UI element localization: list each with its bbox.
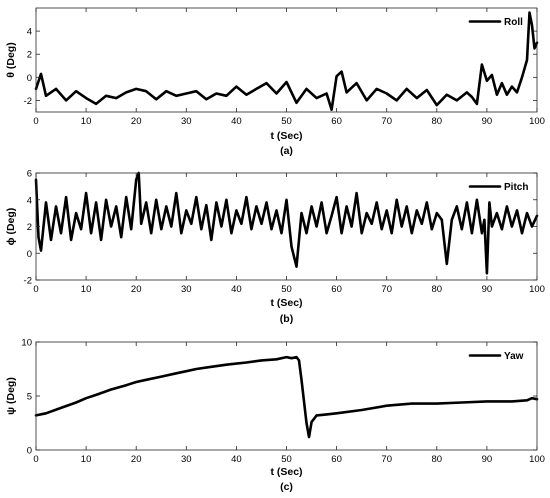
- legend-label-roll: Roll: [504, 17, 523, 28]
- x-tick-label: 0: [33, 284, 38, 295]
- x-tick-label: 40: [231, 454, 242, 465]
- y-tick-label: 2: [27, 222, 32, 233]
- x-tick-label: 60: [331, 454, 342, 465]
- x-tick-label: 50: [281, 454, 292, 465]
- x-tick-label: 30: [181, 284, 192, 295]
- x-axis-title-a: t (Sec): [270, 130, 302, 142]
- x-tick-label: 40: [231, 284, 242, 295]
- y-tick-label: -2: [24, 96, 32, 107]
- y-tick-label: 2: [27, 50, 32, 61]
- y-tick-label: 0: [27, 249, 32, 260]
- caption-b: (b): [280, 313, 293, 325]
- y-tick-label: 6: [27, 169, 32, 180]
- pitch-series-line: [34, 171, 539, 275]
- y-tick-label: 4: [27, 195, 32, 206]
- x-axis-title-b: t (Sec): [270, 297, 302, 309]
- legend-label-yaw: Yaw: [504, 351, 524, 362]
- x-tick-label: 20: [131, 116, 142, 127]
- x-tick-label: 70: [381, 454, 392, 465]
- x-tick-label: 0: [33, 116, 38, 127]
- x-tick-label: 80: [432, 454, 443, 465]
- y-tick-label: -2: [24, 276, 32, 287]
- y-tick-label: 0: [27, 73, 32, 84]
- roll-series-line: [34, 11, 539, 111]
- x-tick-label: 90: [482, 284, 493, 295]
- x-tick-label: 30: [181, 454, 192, 465]
- y-tick-label: 10: [21, 338, 32, 349]
- x-tick-label: 20: [131, 284, 142, 295]
- x-tick-label: 10: [81, 284, 92, 295]
- caption-c: (c): [280, 481, 293, 493]
- legend-label-pitch: Pitch: [504, 182, 528, 193]
- x-tick-label: 100: [529, 284, 545, 295]
- x-axis-title-c: t (Sec): [270, 466, 302, 478]
- x-tick-label: 0: [33, 454, 38, 465]
- chart-panel-yaw: 0 10 20 30 40 50 60 70 80 90 100 0 5 10 (c) t (Sec) ψ…: [5, 338, 545, 494]
- x-tick-label: 30: [181, 116, 192, 127]
- x-tick-label: 10: [81, 116, 92, 127]
- x-tick-label: 100: [529, 454, 545, 465]
- x-tick-label: 80: [432, 116, 443, 127]
- yaw-series-line: [34, 355, 539, 439]
- x-tick-label: 60: [331, 284, 342, 295]
- x-tick-label: 40: [231, 116, 242, 127]
- caption-a: (a): [280, 145, 293, 157]
- y-axis-title-c: ψ (Deg): [5, 377, 17, 415]
- x-tick-label: 100: [529, 116, 545, 127]
- y-tick-label: 5: [27, 392, 32, 403]
- y-axis-title-a: θ (Deg): [5, 42, 17, 77]
- x-tick-label: 70: [381, 116, 392, 127]
- x-tick-label: 20: [131, 454, 142, 465]
- x-tick-label: 10: [81, 454, 92, 465]
- yaw-marks: 0 10 20 30 40 50 60 70 80 90 100 0 5 10: [21, 338, 545, 466]
- x-tick-label: 90: [482, 116, 493, 127]
- x-tick-label: 50: [281, 116, 292, 127]
- x-tick-label: 90: [482, 454, 493, 465]
- y-axis-title-b: ϕ (Deg): [5, 208, 17, 246]
- x-tick-label: 50: [281, 284, 292, 295]
- y-tick-label: 0: [27, 446, 32, 457]
- x-tick-label: 70: [381, 284, 392, 295]
- y-tick-label: 4: [27, 27, 32, 38]
- x-tick-label: 80: [432, 284, 443, 295]
- x-tick-label: 60: [331, 116, 342, 127]
